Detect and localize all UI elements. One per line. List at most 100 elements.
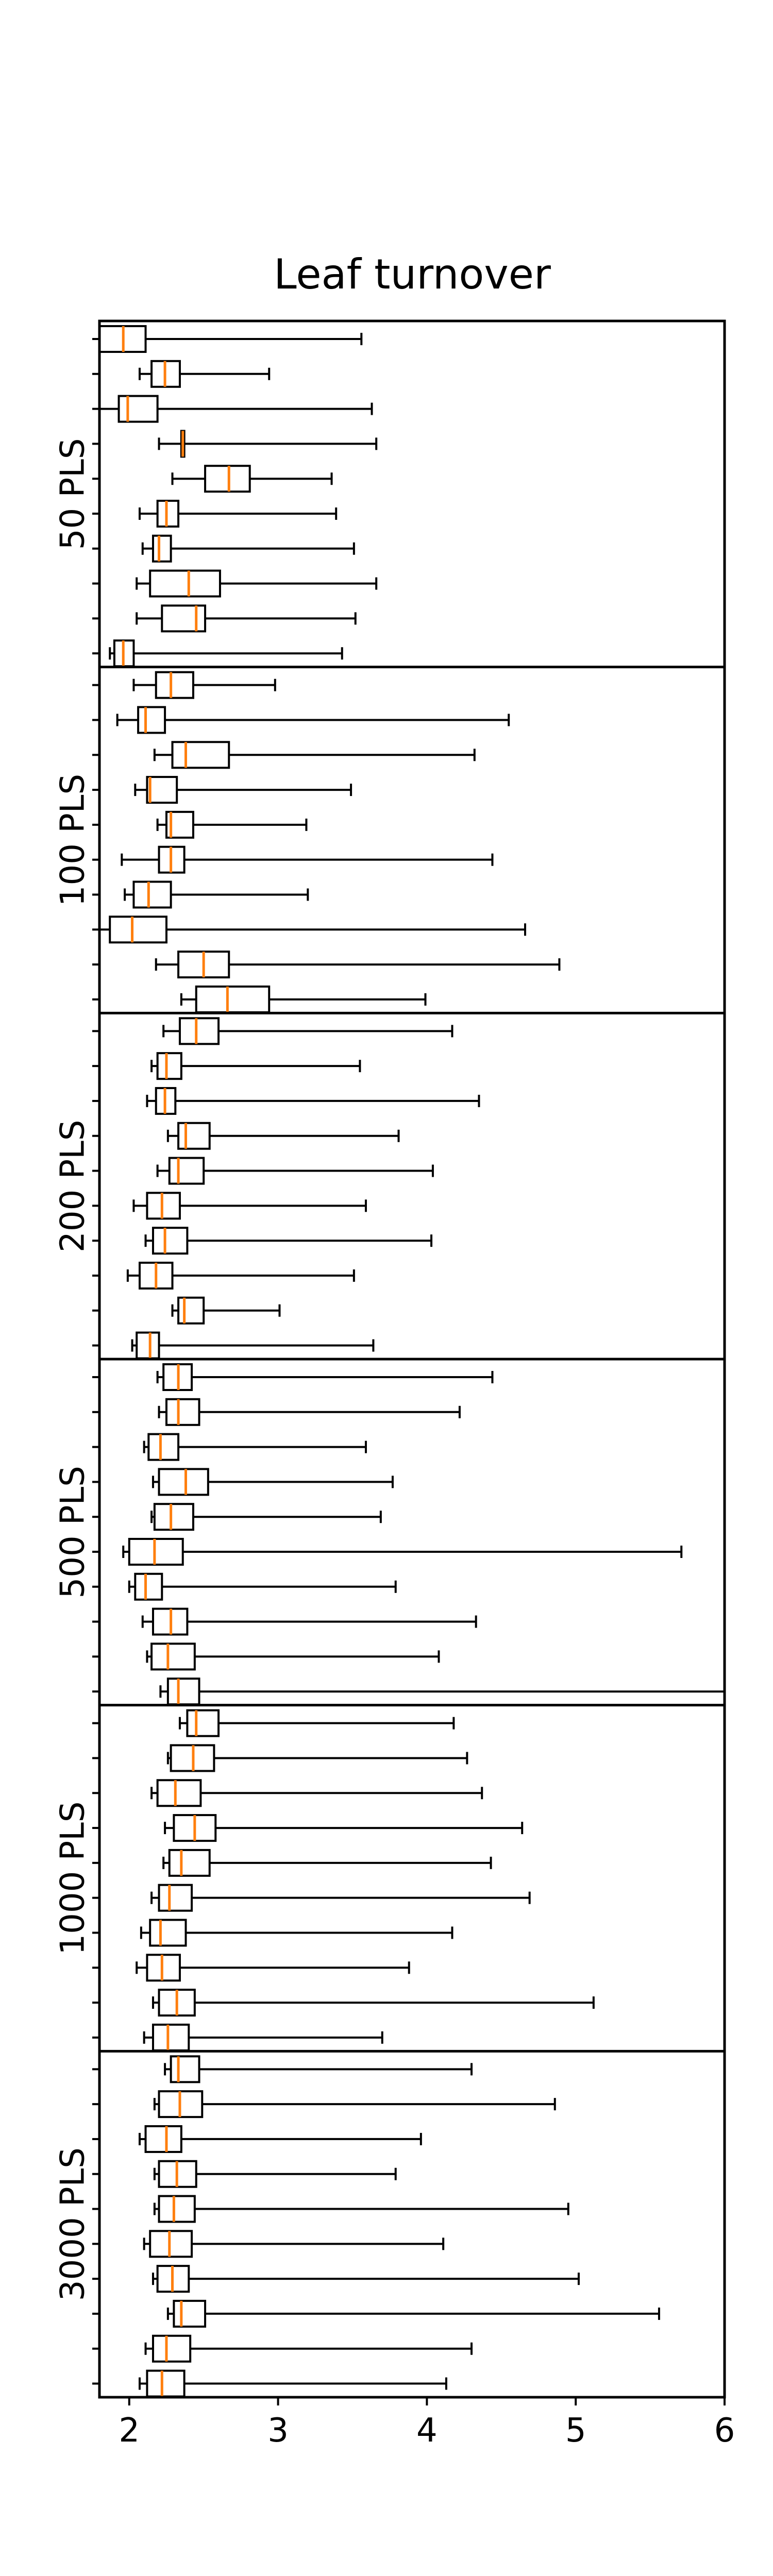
iqr-box [136,1331,160,1360]
box-plot [92,395,373,423]
box-plot [92,500,338,528]
iqr-box [168,1157,205,1185]
iqr-box [173,2299,207,2328]
iqr-box [178,1017,220,1045]
box-plot [92,430,378,458]
box-plot [92,1642,440,1671]
group-label: 1000 PLS [54,1801,92,1955]
group-2 [92,671,561,1013]
box-plot [92,1052,361,1080]
group-label: 3000 PLS [54,2147,92,2301]
group-5 [92,1709,595,2052]
box-plot [92,1363,494,1391]
group-label: 500 PLS [54,1466,92,1598]
box-plot [92,1157,434,1185]
box-plot [92,1296,281,1325]
group-6 [92,2055,660,2398]
iqr-box [177,1122,211,1150]
group-label: 100 PLS [54,774,92,906]
box-plot [92,706,510,734]
iqr-box [137,706,166,734]
box-plot [92,985,427,1013]
box-plot [92,951,561,979]
box-plot [92,845,494,874]
iqr-box [156,1779,202,1807]
iqr-box [146,776,178,804]
box-plot [92,569,378,598]
box-plot [92,360,271,388]
group-label: 200 PLS [54,1120,92,1252]
box-plot [92,1814,524,1842]
iqr-box [165,1398,200,1426]
iqr-box [152,1227,189,1255]
iqr-box [132,880,172,909]
box-plot [92,1122,400,1150]
iqr-box [128,1538,184,1566]
box-plot [92,1433,367,1461]
box-plot [92,1572,397,1601]
iqr-box [156,500,180,528]
box-plot [92,1227,433,1255]
box-plot [92,604,357,633]
group-separators [99,666,725,2053]
x-tick-label: 3 [267,2412,289,2450]
iqr-box [168,1849,211,1877]
iqr-box [161,604,207,633]
box-plot [92,1017,453,1045]
box-plot [92,1331,375,1360]
group-4 [92,1363,726,1706]
box-plot [92,325,363,353]
iqr-box [153,1503,194,1531]
iqr-box [134,1572,163,1601]
box-plot [92,1261,355,1290]
x-axis: 2 3 4 5 6 [119,2397,735,2450]
box-plot [92,671,276,699]
box-plot [92,2090,556,2119]
box-plot [92,534,355,563]
iqr-box [152,2023,190,2052]
boxes-layer [92,325,726,2398]
iqr-box [149,2230,193,2258]
box-plot [92,2195,569,2223]
box-plot [92,1989,595,2017]
iqr-box [144,2125,182,2153]
iqr-box [158,1468,209,1496]
box-plot [92,2265,580,2293]
box-plot [92,2334,473,2363]
box-plot [92,465,333,493]
iqr-box [147,1433,180,1461]
iqr-box [146,1192,181,1220]
x-tick-label: 6 [714,2412,735,2450]
iqr-box [149,1919,187,1947]
box-plot [92,1919,453,1947]
box-plot [92,1538,683,1566]
box-plot [92,1954,410,1982]
box-plot [92,2230,445,2258]
iqr-box [195,985,271,1013]
iqr-box [186,1709,220,1737]
iqr-box [177,1296,205,1325]
box-plot [92,880,309,909]
chart-title: Leaf turnover [274,250,551,298]
iqr-box [152,2334,192,2363]
iqr-box [109,916,167,944]
iqr-box [152,534,172,563]
box-plot [92,1398,461,1426]
box-plot [92,1849,492,1877]
iqr-box [170,2055,200,2083]
box-plot [92,1192,367,1220]
iqr-box [158,2195,196,2223]
iqr-box [146,1954,181,1982]
box-plot [92,2160,397,2188]
plot-frame [98,319,726,2399]
box-plot [92,1884,531,1912]
iqr-box [150,1642,196,1671]
group-1 [92,325,378,668]
group-label: 50 PLS [54,438,92,550]
iqr-box [204,465,251,493]
box-plot [92,639,343,668]
box-plot [92,810,308,839]
box-plot [92,1087,480,1115]
box-plot [92,916,526,944]
